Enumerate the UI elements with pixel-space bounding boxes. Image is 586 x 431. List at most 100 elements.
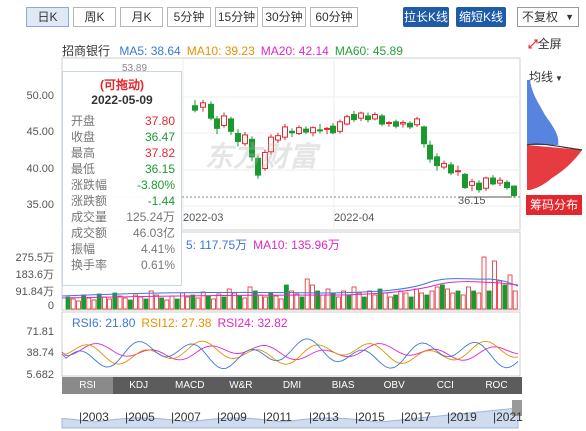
indicator-tab-dmi[interactable]: DMI <box>282 380 302 391</box>
volume-lines <box>61 278 519 299</box>
indicator-tab-cci[interactable]: CCI <box>436 380 454 391</box>
volume-bar <box>174 298 180 310</box>
volume-bar <box>65 296 71 310</box>
candle-body <box>400 122 406 125</box>
volume-bar <box>377 288 383 310</box>
volume-bar <box>226 288 232 310</box>
indicator-tab-roc[interactable]: ROC <box>485 380 508 391</box>
volume-bar <box>304 278 310 310</box>
fullscreen-label: 全屏 <box>537 37 562 51</box>
indicator-tab-obv[interactable]: OBV <box>383 380 405 391</box>
volume-bar <box>439 284 445 310</box>
volume-bar <box>117 295 123 310</box>
tooltip-key: 成交额 <box>71 226 108 240</box>
year-tick-2003: |2003 <box>79 410 109 424</box>
fullscreen-button[interactable]: ⤢全屏 <box>528 35 562 52</box>
volume-bar <box>122 297 128 310</box>
chip-distribution-button[interactable]: 筹码分布 <box>526 195 582 215</box>
volume-bar <box>148 290 154 310</box>
volume-bar <box>502 284 508 310</box>
candle-body <box>262 151 268 170</box>
shrink-kline-button[interactable]: 缩短K线 <box>456 7 506 27</box>
candle-body <box>365 115 371 121</box>
volume-bar <box>179 292 185 310</box>
tooltip-key: 振幅 <box>71 242 96 256</box>
period-tab-3[interactable]: 5分钟 <box>167 7 211 27</box>
watermark: 东方财富 <box>205 141 318 172</box>
candle-body <box>344 116 350 125</box>
ma-select[interactable]: 均线 ▼ <box>529 68 563 85</box>
period-tab-0[interactable]: 日K <box>26 7 69 27</box>
candle-body <box>455 170 461 173</box>
ma-legend: 招商银行 MA5: 38.64 MA10: 39.23 MA20: 42.14 MA6… <box>62 42 415 59</box>
rsi-legend-item-2: RSI24: 32.82 <box>217 316 288 330</box>
overview-area <box>61 407 519 429</box>
year-tick-2005: |2005 <box>125 410 155 424</box>
period-tab-4[interactable]: 15分钟 <box>215 7 258 27</box>
volume-bar <box>429 290 435 310</box>
volume-bar <box>507 274 513 310</box>
candle-body <box>504 181 510 189</box>
candle-body <box>434 156 440 167</box>
tooltip-row: 最高 37.82 <box>71 145 175 161</box>
adjust-select[interactable]: 不复权 ▼ <box>517 7 579 27</box>
stock-name: 招商银行 <box>62 44 111 58</box>
volume-bar <box>91 299 97 310</box>
volume-bar <box>231 292 237 310</box>
volume-bar <box>387 296 393 310</box>
rsi-tick-1: 38.74 <box>26 347 54 359</box>
indicator-tab-macd[interactable]: MACD <box>175 380 205 391</box>
volume-tick-0: 275.5万 <box>15 252 54 264</box>
adjust-select-value: 不复权 <box>522 10 559 24</box>
volume-bar <box>164 299 170 310</box>
tooltip-key: 最低 <box>71 162 96 176</box>
volume-bar <box>408 296 414 310</box>
candle-body <box>200 102 206 108</box>
candle-body <box>214 118 220 129</box>
vol-ma10-line <box>61 281 519 299</box>
period-tab-1[interactable]: 周K <box>73 7 116 27</box>
volume-bar <box>346 294 352 310</box>
candles <box>192 99 517 198</box>
volume-bar <box>133 294 139 310</box>
candle-body <box>208 103 214 119</box>
ohlc-tooltip[interactable]: (可拖动) 2022-05-09 开盘 37.80 收盘 36.47 最高 37.82 最低… <box>62 71 182 286</box>
candle-body <box>414 118 420 126</box>
rsi-legend: RSI6: 21.80 RSI12: 27.38 RSI24: 32.82 <box>72 316 294 330</box>
indicator-tab-wr[interactable]: W&R <box>229 380 253 391</box>
tooltip-key: 换手率 <box>71 258 108 272</box>
volume-bar <box>195 297 201 310</box>
candle-body <box>337 121 343 132</box>
tooltip-key: 成交量 <box>71 210 108 224</box>
year-tick-2021: |2021 <box>493 410 523 424</box>
period-tab-2[interactable]: 月K <box>120 7 163 27</box>
volume-bar <box>257 294 263 310</box>
candle-body <box>407 122 413 128</box>
indicator-tab-rsi[interactable]: RSI <box>62 377 114 394</box>
tooltip-value: 37.82 <box>144 146 175 160</box>
volume-bar <box>315 290 321 310</box>
volume-bar <box>200 291 206 310</box>
rsi-tick-0: 71.81 <box>26 326 54 338</box>
volume-bar <box>403 292 409 310</box>
period-tab-6[interactable]: 60分钟 <box>310 7 358 27</box>
volume-bar <box>273 295 279 310</box>
period-tab-5[interactable]: 30分钟 <box>262 7 306 27</box>
indicator-tab-bias[interactable]: BIAS <box>331 380 355 391</box>
tooltip-row: 最低 36.15 <box>71 161 175 177</box>
tooltip-row: 涨跌额 -1.44 <box>71 193 175 209</box>
tooltip-value: 0.61% <box>140 258 175 272</box>
candle-body <box>511 185 517 197</box>
volume-bar <box>299 296 305 310</box>
chevron-down-icon: ▼ <box>565 12 574 22</box>
indicator-tab-kdj[interactable]: KDJ <box>129 380 149 391</box>
volume-bar <box>393 294 399 310</box>
rsi6-line <box>61 338 519 370</box>
volume-tick-2: 91.84万 <box>15 286 54 298</box>
candle-body <box>393 121 399 127</box>
ma-legend-item-2: MA20: 42.14 <box>260 44 329 58</box>
candle-body <box>235 133 241 143</box>
chip-loss-shape <box>527 145 582 190</box>
volume-bar <box>445 288 451 310</box>
stretch-kline-button[interactable]: 拉长K线 <box>403 7 449 27</box>
